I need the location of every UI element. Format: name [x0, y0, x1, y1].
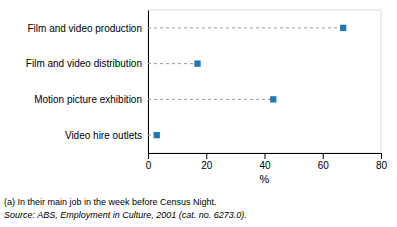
- marks: [148, 25, 346, 139]
- x-tick-label: 40: [259, 160, 271, 171]
- footnote: (a) In their main job in the week before…: [4, 197, 217, 207]
- x-tick: 40: [259, 153, 271, 171]
- x-tick-label: 60: [318, 160, 330, 171]
- x-tick-mark: [206, 153, 207, 159]
- dot: [154, 132, 160, 138]
- x-tick: 60: [318, 153, 330, 171]
- stem: [148, 99, 273, 100]
- x-tick-label: 80: [376, 160, 388, 171]
- stem: [148, 63, 198, 64]
- y-tick: Film and video production: [27, 23, 142, 34]
- x-tick-label: 0: [146, 160, 152, 171]
- y-tick-label: Motion picture exhibition: [34, 94, 142, 105]
- y-tick-label: Film and video production: [27, 23, 142, 34]
- x-tick-mark: [265, 153, 266, 159]
- x-axis-title: %: [260, 173, 270, 185]
- y-tick-label: Film and video distribution: [26, 58, 142, 69]
- dot: [194, 60, 200, 66]
- plot: 020406080%Film and video productionFilm …: [26, 10, 388, 185]
- x-tick-mark: [323, 153, 324, 159]
- plot-frame: [148, 10, 381, 153]
- dot: [270, 96, 276, 102]
- x-tick: 20: [201, 153, 213, 171]
- x-tick-mark: [148, 153, 149, 159]
- x-tick-mark: [381, 153, 382, 159]
- x-tick: 0: [146, 153, 152, 171]
- x-tick-label: 20: [201, 160, 213, 171]
- x-axis-line: [149, 154, 382, 160]
- y-tick-label: Video hire outlets: [65, 130, 142, 141]
- y-axis: Film and video production Film and video …: [26, 11, 149, 154]
- x-tick: 80: [376, 153, 388, 171]
- chart: 020406080%Film and video productionFilm …: [0, 0, 397, 227]
- x-axis: 0 20 40 60 80: [146, 153, 388, 171]
- y-tick: Film and video distribution: [26, 58, 142, 69]
- stem: [148, 27, 343, 28]
- y-tick: Motion picture exhibition: [34, 94, 142, 105]
- y-tick: Video hire outlets: [65, 130, 142, 141]
- footnote: Source: ABS, Employment in Culture, 2001…: [4, 210, 247, 220]
- dot: [340, 25, 346, 31]
- y-axis-line: [148, 11, 149, 154]
